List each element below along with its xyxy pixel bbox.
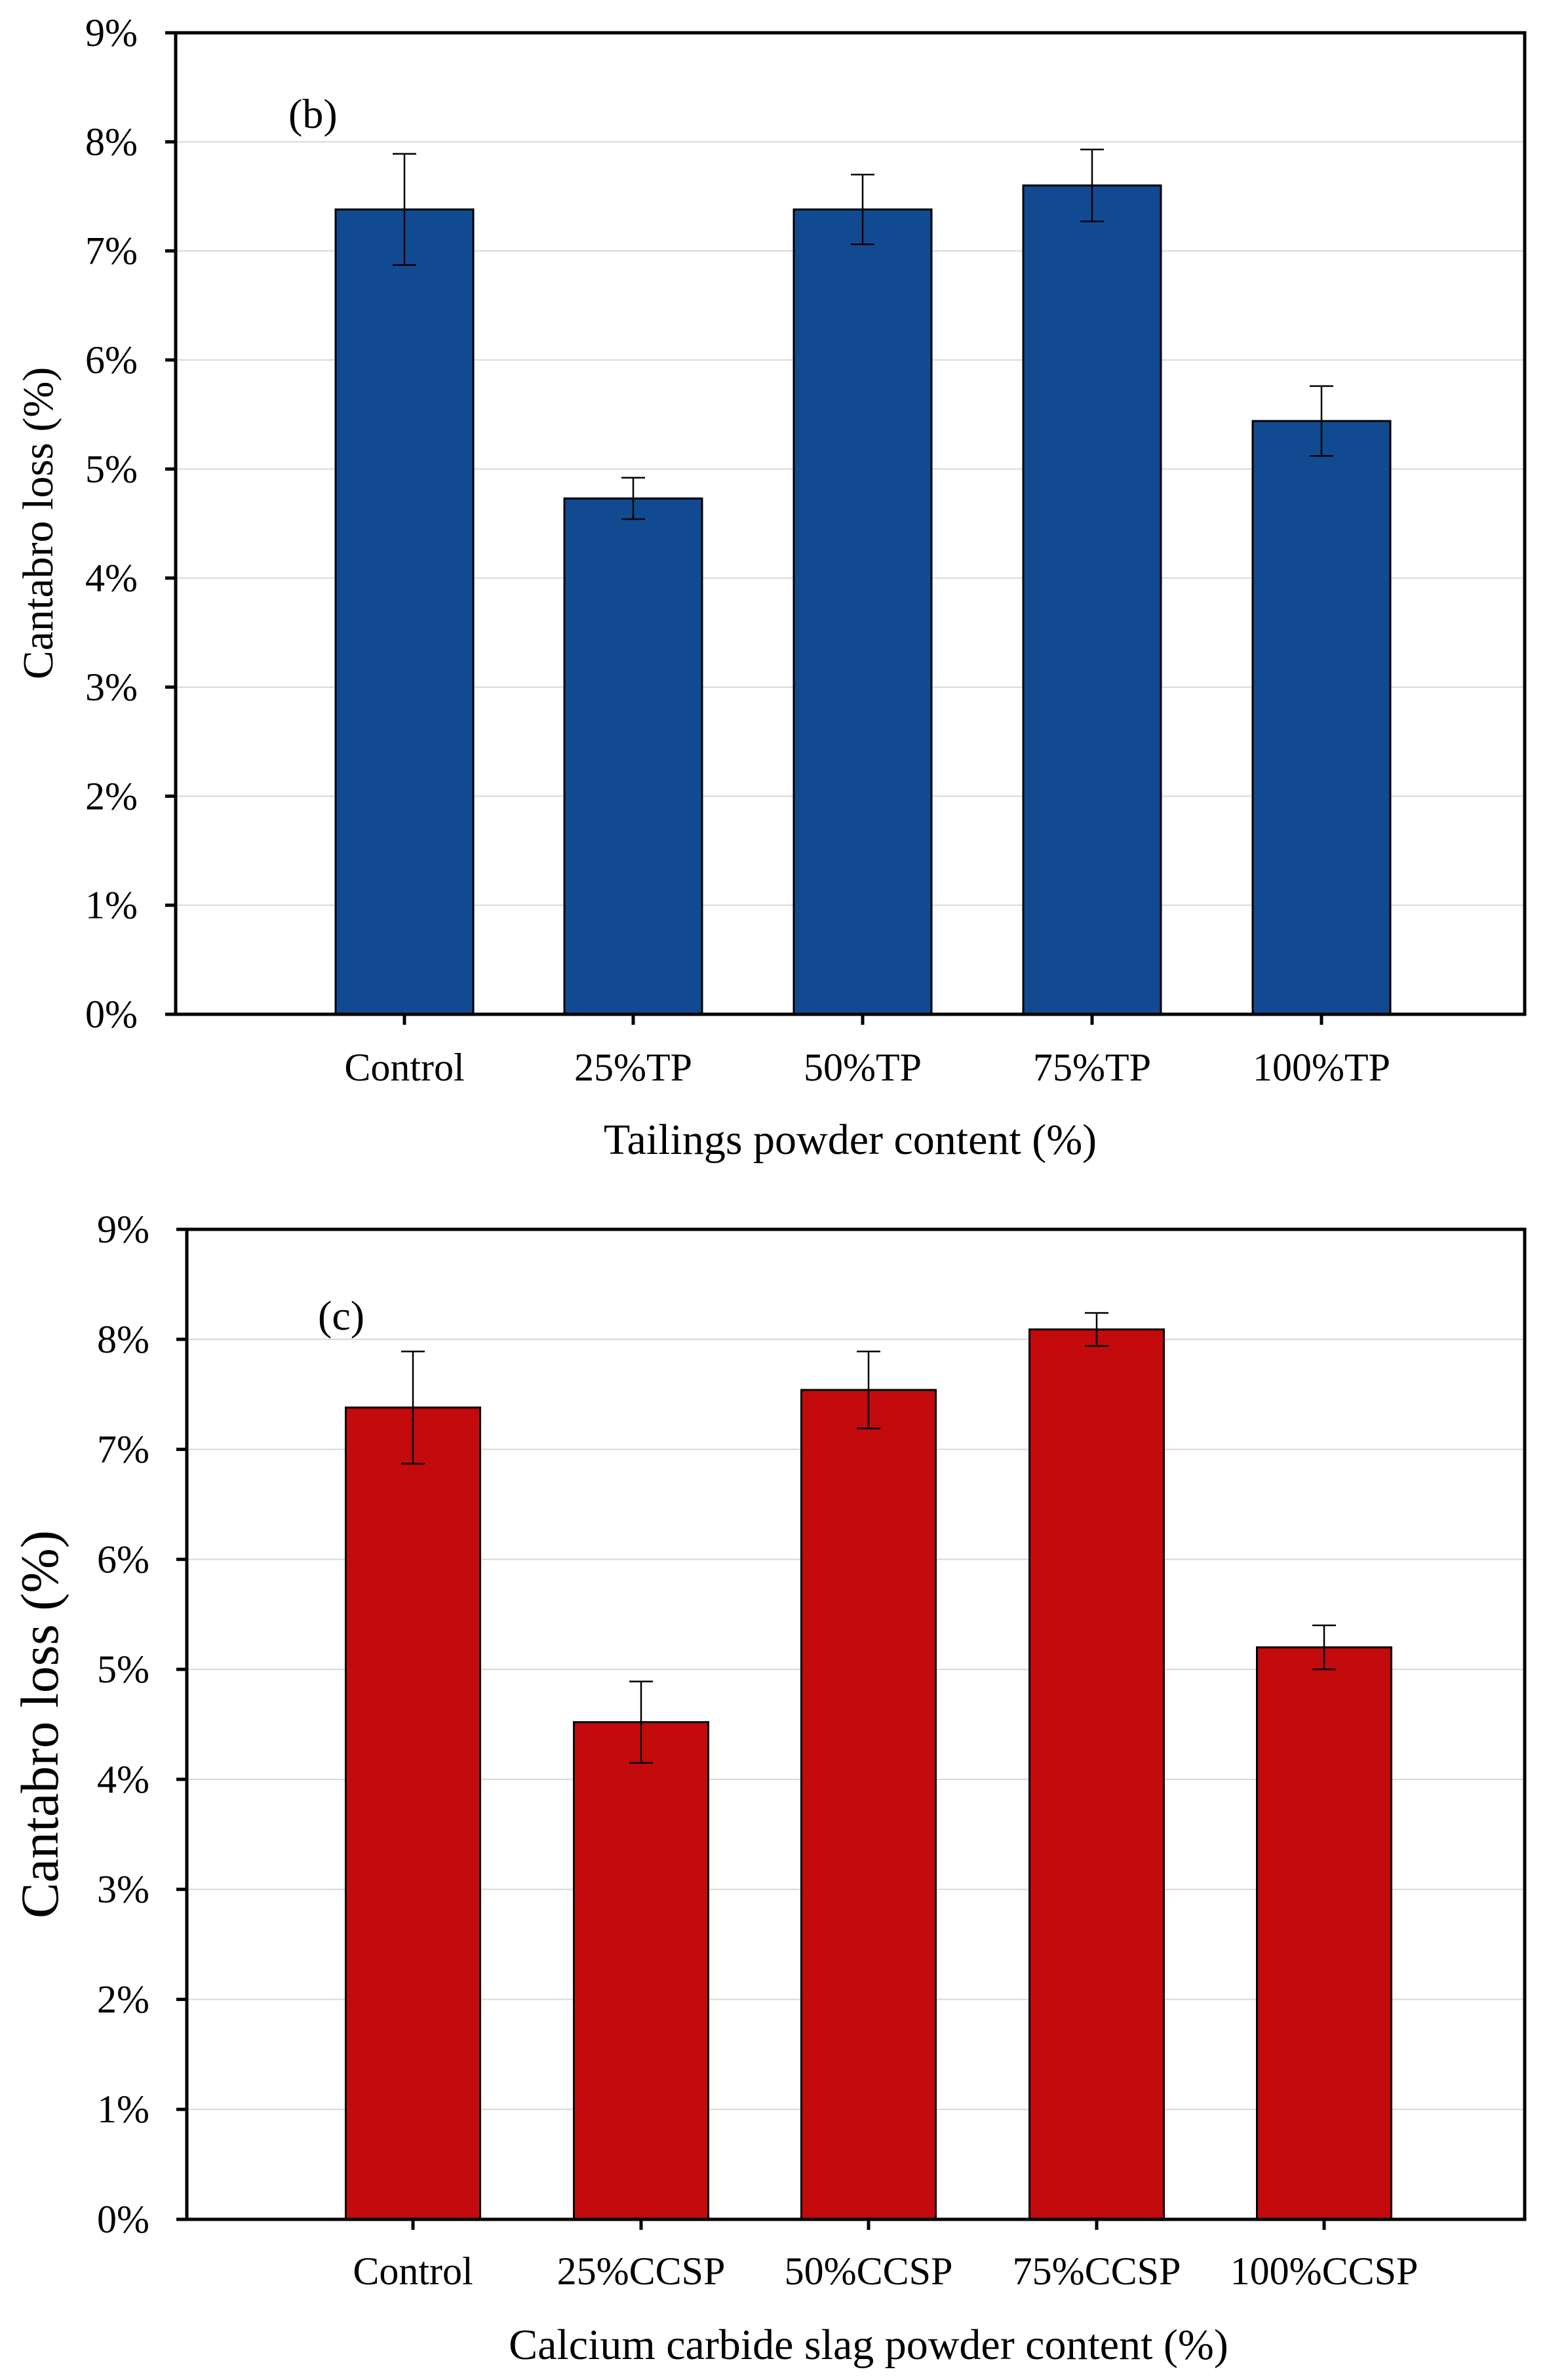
y-tick-label: 7%: [85, 229, 138, 273]
bar-50pcttp: [793, 208, 933, 1016]
y-tick-label: 3%: [97, 1868, 149, 1911]
plot-frame: [185, 1227, 1527, 2221]
error-bar: [1310, 385, 1333, 457]
bar-25pcttp: [563, 497, 703, 1016]
x-tick-label: 100%CCSP: [1230, 2250, 1419, 2293]
y-tick-label: 6%: [97, 1537, 149, 1581]
y-tick-label: 9%: [85, 11, 138, 54]
bar-25pctccsp: [573, 1721, 709, 2221]
y-axis-ticks: 0% 1% 2% 3% 4% 5% 6% 7% 8% 9%: [85, 11, 176, 1036]
x-axis-title: Tailings powder content (%): [604, 1116, 1097, 1164]
x-tick-label: Control: [344, 1046, 464, 1089]
bar-100pctccsp: [1256, 1646, 1392, 2221]
error-bar: [629, 1680, 653, 1764]
y-tick-label: 7%: [97, 1428, 149, 1471]
y-tick-label: 2%: [97, 1977, 149, 2021]
y-tick-label: 4%: [97, 1758, 149, 1801]
panel-label: (c): [318, 1292, 364, 1339]
y-axis-ticks: 0% 1% 2% 3% 4% 5% 6% 7% 8% 9%: [97, 1208, 187, 2241]
error-bar: [1312, 1624, 1336, 1671]
x-tick-label: 50%CCSP: [785, 2250, 953, 2293]
error-bar: [857, 1350, 880, 1429]
error-bars: [401, 1312, 1336, 1764]
bar-75pcttp: [1022, 184, 1162, 1016]
y-tick-label: 3%: [85, 665, 138, 709]
bar-control: [334, 208, 475, 1016]
y-tick-label: 9%: [97, 1208, 149, 1251]
chart-panel-c: 0% 1% 2% 3% 4% 5% 6% 7% 8% 9% Control 25%CCSP 50%CC…: [10, 1208, 1527, 2369]
x-tick-label: 75%TP: [1033, 1046, 1151, 1089]
error-bar: [621, 477, 645, 521]
y-tick-label: 4%: [85, 557, 138, 600]
x-tick-label: 25%CCSP: [557, 2250, 726, 2293]
error-bar: [851, 173, 874, 245]
x-tick-label: 50%TP: [804, 1046, 922, 1089]
bar-100pcttp: [1251, 420, 1392, 1016]
y-tick-label: 0%: [97, 2198, 149, 2241]
x-axis-ticks: Control 25%CCSP 50%CCSP 75%CCSP 100%CCSP: [353, 2219, 1418, 2293]
x-axis-title: Calcium carbide slag powder content (%): [509, 2321, 1228, 2369]
y-tick-label: 8%: [85, 120, 138, 163]
x-tick-label: 75%CCSP: [1013, 2250, 1181, 2293]
y-tick-label: 5%: [97, 1648, 149, 1691]
y-axis-title: Cantabro loss (%): [10, 1530, 69, 1918]
y-tick-label: 2%: [85, 774, 138, 818]
error-bars: [393, 148, 1333, 521]
bars: [345, 1328, 1392, 2221]
error-bar: [1085, 1312, 1108, 1347]
x-tick-label: 25%TP: [574, 1046, 692, 1089]
error-bar: [401, 1350, 425, 1465]
y-tick-label: 8%: [97, 1318, 149, 1361]
error-bar: [393, 153, 416, 266]
error-bar: [1080, 148, 1104, 223]
x-tick-label: 100%TP: [1253, 1046, 1390, 1089]
bar-50pctccsp: [800, 1389, 937, 2221]
y-axis-title: Cantabro loss (%): [14, 367, 62, 680]
y-tick-label: 1%: [97, 2088, 149, 2131]
y-tick-label: 5%: [85, 447, 138, 490]
panel-label: (b): [288, 90, 338, 137]
bar-control: [345, 1406, 481, 2221]
bars: [334, 184, 1392, 1016]
bar-75pctccsp: [1028, 1328, 1165, 2221]
y-tick-label: 0%: [85, 993, 138, 1036]
x-tick-label: Control: [353, 2250, 473, 2293]
chart-panel-b: 0% 1% 2% 3% 4% 5% 6% 7% 8% 9% Control 25%TP 50%TP 75…: [14, 11, 1527, 1164]
x-axis-ticks: Control 25%TP 50%TP 75%TP 100%TP: [344, 1014, 1390, 1089]
y-tick-label: 6%: [85, 338, 138, 382]
plot-frame: [174, 31, 1527, 1016]
y-tick-label: 1%: [85, 884, 138, 927]
